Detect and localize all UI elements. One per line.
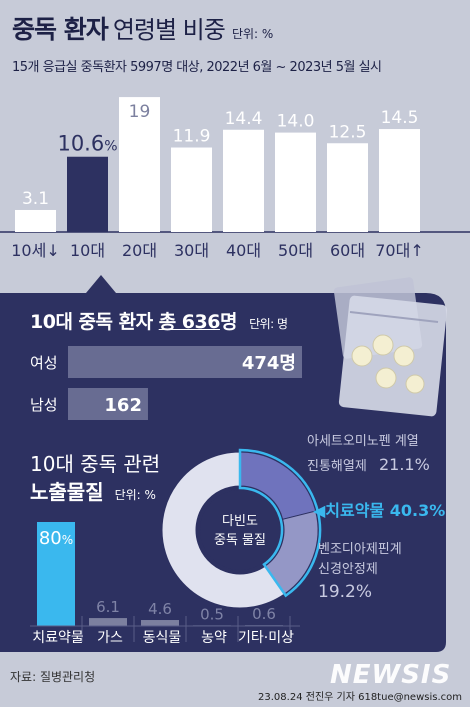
age-category-label: 70대↑ [375, 241, 424, 260]
source: 자료: 질병관리청 [10, 670, 96, 684]
age-bar [223, 129, 264, 232]
age-value-label: 14.5 [381, 108, 419, 128]
donut-center-line1: 다빈도 [222, 514, 258, 529]
donut-center [200, 490, 280, 570]
acet-value: 21.1% [378, 455, 430, 474]
substance-category-label: 가스 [97, 630, 123, 646]
substance-bar-chart: 80% 치료약물 6.1 가스 4.6 동식물 0.5 농약 0.6 기타·미상 [30, 522, 300, 646]
age-category-label: 20대 [122, 241, 157, 260]
teen-title-unit: 단위: 명 [249, 317, 288, 331]
donut-slice [161, 451, 286, 609]
substance-value-label: 4.6 [148, 600, 172, 618]
substance-value-label: 6.1 [96, 598, 120, 616]
acet-label-line1: 아세트오미노펜 계열 [307, 434, 419, 449]
gender-value-label: 162 [104, 395, 142, 416]
age-bar [171, 147, 212, 232]
age-category-label: 40대 [226, 241, 261, 260]
substance-value-label: 0.6 [252, 605, 276, 623]
teen-panel-title: 10대 중독 환자 총 636명 단위: 명 [30, 307, 288, 334]
benzo-label-line2: 신경안정제 [318, 562, 378, 577]
substance-title-line1: 10대 중독 관련 [30, 452, 161, 476]
benzo-value: 19.2% [318, 582, 373, 602]
title-regular: 연령별 비중 [112, 16, 226, 44]
gender-bar [68, 346, 302, 378]
age-value-label: 10.6% [57, 132, 117, 156]
gender-category-label: 남성 [30, 396, 58, 414]
gender-bar [68, 388, 148, 420]
substance-unit: 단위: % [114, 488, 156, 502]
teen-title-suffix: 명 [219, 311, 237, 333]
title-bold: 중독 환자 [12, 15, 109, 44]
pill-bag-illustration [333, 277, 448, 417]
title-unit: 단위: % [231, 27, 274, 41]
substance-bar [141, 620, 179, 626]
credit: 23.08.24 전진우 기자 618tue@newsis.com [258, 692, 462, 703]
substance-category-label: 동식물 [143, 630, 182, 646]
age-category-label: 30대 [174, 241, 209, 260]
highlight-label: ◀치료약물 40.3% [313, 501, 446, 520]
age-bar [119, 97, 160, 232]
teen-title-total: 총 636 [158, 311, 221, 333]
substance-value-label: 0.5 [200, 605, 224, 623]
substance-title-line2: 노출물질 단위: % [30, 476, 156, 505]
substance-category-label: 치료약물 [32, 630, 84, 646]
substance-category-label: 농약 [201, 630, 227, 646]
age-category-label: 50대 [278, 241, 313, 260]
newsis-logo: NEWSIS [330, 660, 452, 690]
teen-title-prefix: 10대 중독 환자 [30, 311, 153, 333]
age-category-label: 10대 [70, 241, 105, 260]
age-value-label: 3.1 [22, 189, 49, 209]
substance-bar [89, 618, 127, 626]
acet-label-line2: 진통해열제 21.1% [307, 455, 430, 474]
age-value-label: 14.4 [225, 109, 263, 129]
donut-highlight-outline [238, 448, 322, 598]
donut-center-line2: 중독 물질 [214, 533, 266, 548]
subtitle: 15개 응급실 중독환자 5997명 대상, 2022년 6월 ~ 2023년 … [12, 60, 382, 75]
substance-category-label: 기타·미상 [238, 630, 294, 646]
age-bar [327, 143, 368, 232]
substance-value-label: 80% [39, 528, 73, 549]
age-category-label: 10세↓ [11, 241, 60, 260]
gender-category-label: 여성 [30, 354, 58, 372]
acet-label-text: 진통해열제 [307, 459, 367, 474]
age-bar [15, 209, 56, 232]
substance-bar [37, 522, 75, 626]
age-bar-chart: 3.1 10세↓ 10.6% 10대 19 20대 11.9 30대 14.4 40대 14.0 50… [0, 97, 470, 260]
age-bar [379, 129, 420, 232]
benzo-label-line1: 벤조디아제핀계 [318, 542, 402, 557]
age-bar [275, 132, 316, 232]
title: 중독 환자 연령별 비중 단위: % [12, 10, 273, 46]
age-bar [67, 156, 108, 232]
substance-title-bold: 노출물질 [30, 480, 104, 504]
age-category-label: 60대 [330, 241, 365, 260]
age-value-label: 12.5 [329, 122, 367, 142]
age-value-label: 11.9 [173, 127, 211, 147]
age-value-label: 19 [129, 102, 151, 122]
gender-value-label: 474명 [242, 353, 296, 374]
age-value-label: 14.0 [277, 112, 315, 132]
